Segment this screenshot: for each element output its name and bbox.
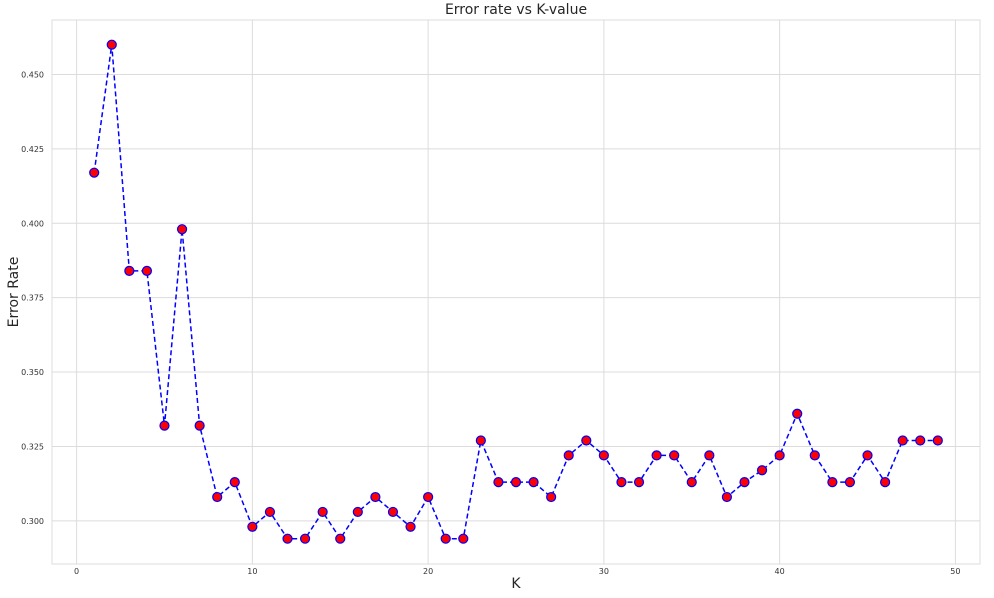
x-tick-label: 10	[247, 567, 257, 576]
y-tick-label: 0.300	[21, 517, 44, 526]
data-point	[598, 450, 609, 461]
data-point	[335, 533, 346, 544]
y-tick-labels: 0.300 0.325 0.350 0.375 0.400 0.425 0.450	[21, 70, 44, 525]
data-point	[124, 265, 135, 276]
data-point	[633, 477, 645, 488]
data-point	[423, 491, 434, 503]
y-tick-label: 0.425	[21, 145, 44, 154]
y-tick-label: 0.450	[21, 70, 44, 79]
data-point	[686, 477, 697, 488]
grid-lines	[52, 20, 980, 564]
data-point	[581, 435, 592, 446]
data-point	[756, 465, 768, 476]
data-point	[299, 533, 311, 544]
data-point	[879, 477, 891, 488]
data-point	[176, 224, 188, 235]
y-tick-label: 0.400	[21, 219, 44, 228]
data-point-markers	[89, 39, 943, 544]
data-point	[387, 506, 399, 518]
plot-background	[51, 19, 981, 565]
data-point	[440, 533, 451, 544]
data-point	[932, 435, 943, 446]
data-point	[546, 491, 557, 503]
data-point	[510, 477, 522, 488]
data-point	[106, 39, 117, 50]
data-point	[739, 477, 750, 488]
data-point	[651, 450, 662, 461]
x-tick-label: 0	[74, 567, 79, 576]
data-point	[282, 533, 293, 544]
x-tick-labels: 0 10 20 30 40 50	[74, 567, 960, 576]
x-tick-label: 20	[423, 567, 433, 576]
y-tick-label: 0.350	[21, 368, 44, 377]
data-point	[141, 265, 153, 276]
data-point	[247, 521, 258, 532]
data-point	[229, 477, 240, 488]
x-tick-label: 40	[775, 567, 785, 576]
data-point	[264, 506, 276, 518]
y-tick-label: 0.325	[21, 442, 44, 451]
data-point	[194, 420, 205, 431]
data-point	[352, 506, 363, 518]
data-point	[721, 491, 733, 503]
x-tick-label: 50	[950, 567, 960, 576]
data-point	[89, 167, 100, 178]
data-point	[827, 477, 838, 488]
data-point	[809, 450, 820, 461]
data-point	[915, 435, 926, 446]
data-point	[493, 477, 504, 488]
data-point	[563, 450, 574, 461]
data-point	[475, 435, 486, 446]
x-axis-label: K	[511, 576, 521, 592]
data-point	[774, 450, 785, 461]
data-point	[159, 420, 170, 431]
data-point	[528, 477, 539, 488]
data-point	[212, 491, 223, 503]
data-point	[669, 450, 680, 461]
data-point	[317, 506, 328, 518]
data-point	[616, 477, 627, 488]
data-point	[792, 408, 803, 419]
data-point	[862, 450, 873, 461]
data-point	[458, 533, 469, 544]
data-point	[370, 491, 381, 503]
data-point	[897, 435, 908, 446]
y-tick-label: 0.375	[21, 294, 44, 303]
data-point	[704, 450, 715, 461]
data-point	[844, 477, 856, 488]
y-axis-label: Error Rate	[6, 257, 22, 328]
chart-title: Error rate vs K-value	[445, 2, 587, 18]
x-tick-label: 30	[599, 567, 609, 576]
data-point	[405, 521, 416, 532]
